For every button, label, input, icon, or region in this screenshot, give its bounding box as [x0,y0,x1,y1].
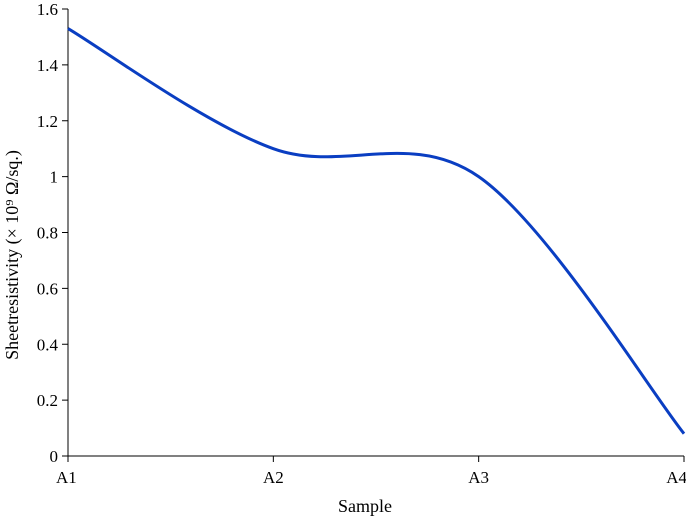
y-tick-label: 1.2 [37,112,58,131]
y-tick-label: 0.4 [37,335,59,354]
x-tick-label: A2 [263,468,284,487]
x-tick-label: A3 [468,468,489,487]
y-tick-label: 0 [50,447,59,466]
x-tick-label: A4 [666,468,686,487]
y-tick-label: 1.4 [37,56,59,75]
x-tick-label: A1 [56,468,77,487]
y-axis: 0 0.2 0.4 0.6 0.8 1 1.2 1.4 1.6 [37,0,69,466]
x-axis: A1 A2 A3 A4 [56,455,686,487]
y-axis-title: Sheetresistivity (× 10⁹ Ω/sq.) [2,150,23,360]
y-tick-label: 1 [50,168,59,187]
x-axis-title: Sample [338,496,392,516]
y-tick-label: 0.6 [37,279,58,298]
y-tick-label: 1.6 [37,0,58,19]
series-layer [67,27,686,435]
series-line [67,27,686,435]
y-tick-label: 0.2 [37,391,58,410]
y-tick-label: 0.8 [37,224,58,243]
